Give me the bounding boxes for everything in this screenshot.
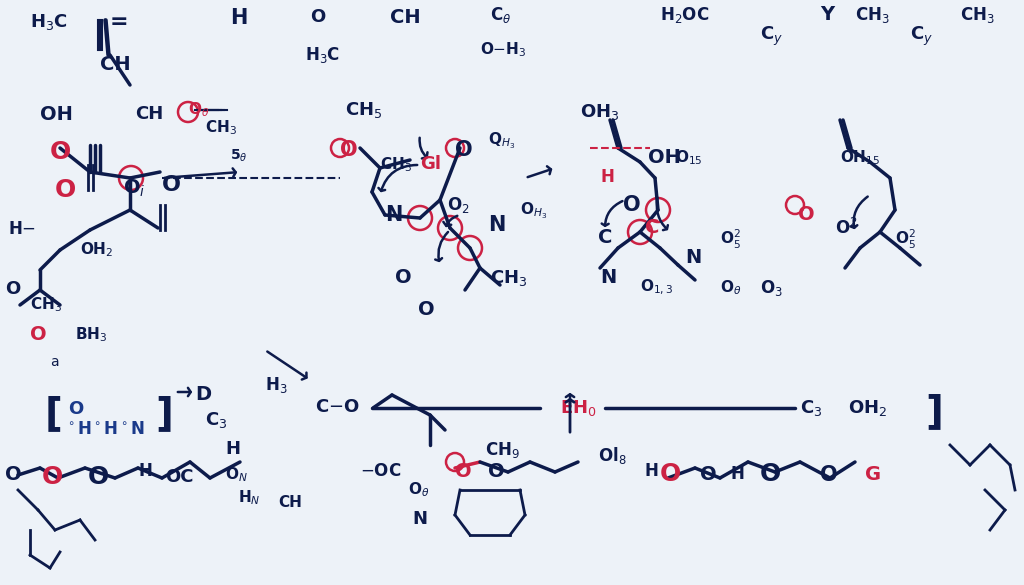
Text: O: O (700, 465, 717, 484)
Text: H$_2$OC: H$_2$OC (660, 5, 710, 25)
Text: O: O (418, 300, 434, 319)
Text: O$_{H_3}$: O$_{H_3}$ (520, 200, 547, 221)
Text: OH$_2$: OH$_2$ (848, 398, 887, 418)
Text: ]: ] (155, 395, 173, 433)
Text: CH: CH (278, 495, 302, 510)
Text: D: D (195, 385, 211, 404)
Text: O: O (623, 195, 641, 215)
Text: BH$_3$: BH$_3$ (75, 325, 108, 344)
Text: a: a (50, 355, 58, 369)
Text: G: G (865, 465, 881, 484)
Text: OC: OC (165, 468, 194, 486)
Text: OH: OH (648, 148, 681, 167)
Text: CH$_3$: CH$_3$ (961, 5, 994, 25)
Text: CH$_3$: CH$_3$ (490, 268, 527, 288)
Text: H: H (138, 462, 152, 480)
Text: N: N (385, 205, 402, 225)
Text: N: N (600, 268, 616, 287)
Text: O: O (162, 175, 181, 195)
Text: Ol$_8$: Ol$_8$ (598, 445, 627, 466)
Text: O: O (88, 465, 110, 489)
Text: [: [ (45, 395, 62, 433)
Text: O: O (395, 268, 412, 287)
Text: CH: CH (390, 8, 421, 27)
Text: N: N (412, 510, 427, 528)
Text: OH$_3$: OH$_3$ (580, 102, 620, 122)
Text: O$_\theta$: O$_\theta$ (188, 100, 210, 119)
Text: O: O (760, 462, 781, 486)
Text: CH$_3$: CH$_3$ (380, 155, 412, 174)
Text: O: O (820, 465, 838, 485)
Text: O$^2_5$: O$^2_5$ (895, 228, 915, 251)
Text: H$_3$C: H$_3$C (305, 45, 340, 65)
Text: N: N (685, 248, 701, 267)
Text: Q$_{H_3}$: Q$_{H_3}$ (488, 130, 515, 150)
Text: O$_N$: O$_N$ (225, 465, 248, 484)
Text: O: O (798, 205, 815, 224)
Text: O$_\theta$: O$_\theta$ (408, 480, 429, 498)
Text: O: O (488, 462, 505, 481)
Text: O$_{1,3}$: O$_{1,3}$ (640, 278, 673, 297)
Text: C$_y$: C$_y$ (760, 25, 783, 48)
Text: CH: CH (100, 55, 131, 74)
Text: H: H (645, 462, 658, 480)
Text: H$_N$: H$_N$ (238, 488, 260, 507)
Text: O$_2$: O$_2$ (447, 195, 470, 215)
Text: Gl: Gl (420, 155, 441, 173)
Text: C$_3$: C$_3$ (800, 398, 822, 418)
Text: O: O (455, 140, 473, 160)
Text: H: H (230, 8, 248, 28)
Text: O: O (660, 462, 681, 486)
Text: H$-$: H$-$ (8, 220, 36, 238)
Text: C$_\theta$: C$_\theta$ (490, 5, 511, 25)
Text: H: H (730, 465, 743, 483)
Text: EH$_0$: EH$_0$ (560, 398, 597, 418)
Text: C: C (598, 228, 612, 247)
Text: 5$_\theta$: 5$_\theta$ (230, 148, 248, 164)
Text: C: C (645, 218, 659, 237)
Text: O: O (340, 140, 357, 160)
Text: OH: OH (40, 105, 73, 124)
Text: CH$_9$: CH$_9$ (485, 440, 520, 460)
Text: O: O (5, 465, 22, 484)
Text: O: O (50, 140, 72, 164)
Text: O: O (68, 400, 83, 418)
Text: OH$_{15}$: OH$_{15}$ (840, 148, 881, 167)
Text: O$^2$: O$^2$ (835, 218, 857, 238)
Text: O: O (310, 8, 326, 26)
Text: O$-$H$_3$: O$-$H$_3$ (480, 40, 526, 58)
Text: O$^2_5$: O$^2_5$ (720, 228, 741, 251)
Text: C$_3$: C$_3$ (205, 410, 227, 430)
Text: CH$_3$: CH$_3$ (30, 295, 62, 314)
Text: OH$_2$: OH$_2$ (80, 240, 114, 259)
Text: N: N (488, 215, 506, 235)
Text: =: = (110, 12, 129, 32)
Text: O: O (30, 325, 47, 344)
Text: $-$OC: $-$OC (360, 462, 401, 480)
Text: O: O (55, 178, 76, 202)
Text: $^\circ$H$^\circ$H$^\circ$N: $^\circ$H$^\circ$H$^\circ$N (65, 420, 144, 438)
Text: CH$_3$: CH$_3$ (205, 118, 237, 137)
Text: C$-$O: C$-$O (315, 398, 359, 416)
Text: H: H (600, 168, 613, 186)
Text: H$_3$C: H$_3$C (30, 12, 68, 32)
Text: O: O (42, 465, 63, 489)
Text: Y: Y (820, 5, 835, 24)
Text: O$_{15}$: O$_{15}$ (675, 148, 702, 167)
Text: H$_3$: H$_3$ (265, 375, 288, 395)
Text: CH: CH (135, 105, 163, 123)
Text: O: O (5, 280, 20, 298)
Text: O$_3$: O$_3$ (760, 278, 782, 298)
Text: CH$_5$: CH$_5$ (345, 100, 382, 120)
Text: C$_y$: C$_y$ (910, 25, 933, 48)
Text: O: O (455, 462, 472, 481)
Text: H: H (225, 440, 240, 458)
Text: O$_\theta$: O$_\theta$ (720, 278, 741, 297)
Text: CH$_3$: CH$_3$ (855, 5, 890, 25)
Text: ]: ] (925, 393, 943, 431)
Text: O$_i$: O$_i$ (123, 178, 145, 199)
